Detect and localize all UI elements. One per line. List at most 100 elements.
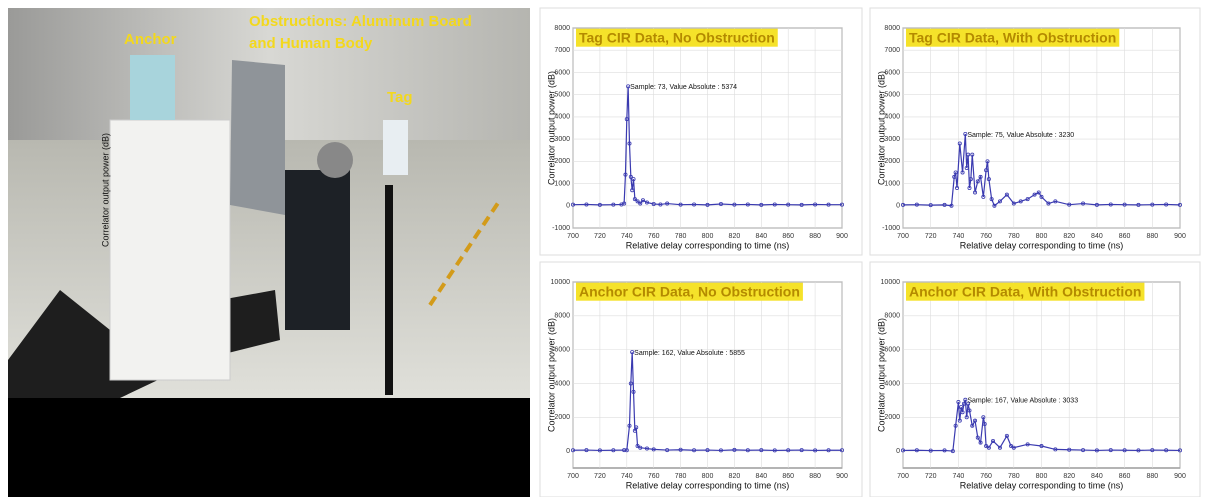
y-tick-label: 6000 <box>554 69 570 76</box>
data-point <box>967 408 972 413</box>
data-point <box>658 202 663 207</box>
data-point <box>973 190 978 195</box>
title-highlight <box>576 282 803 301</box>
data-point <box>953 170 958 175</box>
x-tick-label: 760 <box>648 233 660 240</box>
data-point <box>1046 201 1051 206</box>
data-point <box>966 152 971 157</box>
data-point <box>628 381 633 386</box>
data-point <box>964 165 969 170</box>
y-tick-label: 0 <box>566 203 570 210</box>
x-tick-label: 860 <box>1119 233 1131 240</box>
y-tick-label: 0 <box>566 448 570 455</box>
anchor-label: Anchor <box>124 31 177 48</box>
data-point <box>622 448 627 453</box>
y-tick-label: 2000 <box>554 414 570 421</box>
data-point <box>1067 447 1072 452</box>
y-tick-label: 4000 <box>554 114 570 121</box>
data-point <box>813 448 818 453</box>
data-point <box>970 423 975 428</box>
tag-device <box>383 120 408 175</box>
data-point <box>950 449 955 454</box>
data-point <box>745 448 750 453</box>
y-tick-label: 5000 <box>554 92 570 99</box>
data-point <box>1094 448 1099 453</box>
data-point <box>960 170 965 175</box>
data-point <box>970 152 975 157</box>
y-tick-label: 7000 <box>884 47 900 54</box>
y-tick-label: 1000 <box>554 180 570 187</box>
data-point <box>914 202 919 207</box>
data-point <box>1081 201 1086 206</box>
x-tick-label: 900 <box>836 233 848 240</box>
data-point <box>1004 433 1009 438</box>
chart-title: Anchor CIR Data, No Obstruction <box>579 284 800 300</box>
data-point <box>1018 199 1023 204</box>
data-point <box>953 423 958 428</box>
x-tick-label: 820 <box>1063 233 1075 240</box>
x-tick-label: 720 <box>925 473 937 480</box>
data-point <box>1164 448 1169 453</box>
data-point <box>718 201 723 206</box>
x-tick-label: 860 <box>782 473 794 480</box>
data-point <box>1136 448 1141 453</box>
data-point <box>991 438 996 443</box>
data-point <box>975 435 980 440</box>
data-point <box>1053 199 1058 204</box>
x-tick-label: 800 <box>702 233 714 240</box>
data-point <box>627 423 632 428</box>
y-tick-label: 2000 <box>884 158 900 165</box>
chart-panel: -1000 0 1000 2000 3000 4000 5000 6000 7000 8000 70… <box>539 7 863 256</box>
x-tick-label: 740 <box>621 233 633 240</box>
chart-panel: 0 2000 4000 6000 8000 10000 700 720 740 760 780 800… <box>539 261 863 497</box>
data-point <box>978 174 983 179</box>
data-point <box>984 444 989 449</box>
data-point <box>989 197 994 202</box>
data-point <box>1067 202 1072 207</box>
data-point <box>624 117 629 122</box>
y-tick-label: 8000 <box>554 313 570 320</box>
y-tick-label: 5000 <box>884 92 900 99</box>
x-tick-label: 840 <box>755 473 767 480</box>
data-point <box>638 445 643 450</box>
data-point <box>1178 448 1183 453</box>
x-tick-label: 780 <box>1008 473 1020 480</box>
y-tick-label: -1000 <box>882 225 900 232</box>
data-point <box>635 199 640 204</box>
data-point <box>1025 442 1030 447</box>
data-point <box>1039 194 1044 199</box>
x-tick-label: 700 <box>897 233 909 240</box>
data-point <box>963 397 968 402</box>
anchor-device <box>130 55 175 120</box>
data-point <box>628 174 633 179</box>
x-tick-label: 700 <box>567 233 579 240</box>
data-point <box>772 448 777 453</box>
x-tick-label: 900 <box>1174 473 1186 480</box>
x-tick-label: 880 <box>809 473 821 480</box>
data-point <box>1081 448 1086 453</box>
data-point <box>968 177 973 182</box>
data-point <box>759 448 764 453</box>
x-tick-label: 840 <box>755 233 767 240</box>
data-point <box>986 177 991 182</box>
data-point <box>638 201 643 206</box>
data-point <box>964 415 969 420</box>
data-point <box>961 401 966 406</box>
y-tick-label: 1000 <box>884 180 900 187</box>
floor-marking <box>428 198 502 307</box>
x-tick-label: 720 <box>925 233 937 240</box>
data-point <box>1025 197 1030 202</box>
data-point <box>956 400 961 405</box>
x-tick-label: 880 <box>809 233 821 240</box>
y-tick-label: 3000 <box>554 136 570 143</box>
y-tick-label: 6000 <box>884 346 900 353</box>
y-tick-label: 2000 <box>554 158 570 165</box>
photo-axis-label: Correlator output power (dB) <box>100 133 110 247</box>
data-point <box>692 448 697 453</box>
annotation: Sample: 73, Value Absolute : 5374 <box>630 84 737 91</box>
data-point <box>982 422 987 427</box>
data-line <box>572 86 842 206</box>
data-point <box>997 445 1002 450</box>
data-point <box>705 202 710 207</box>
y-tick-label: 10000 <box>551 279 571 286</box>
